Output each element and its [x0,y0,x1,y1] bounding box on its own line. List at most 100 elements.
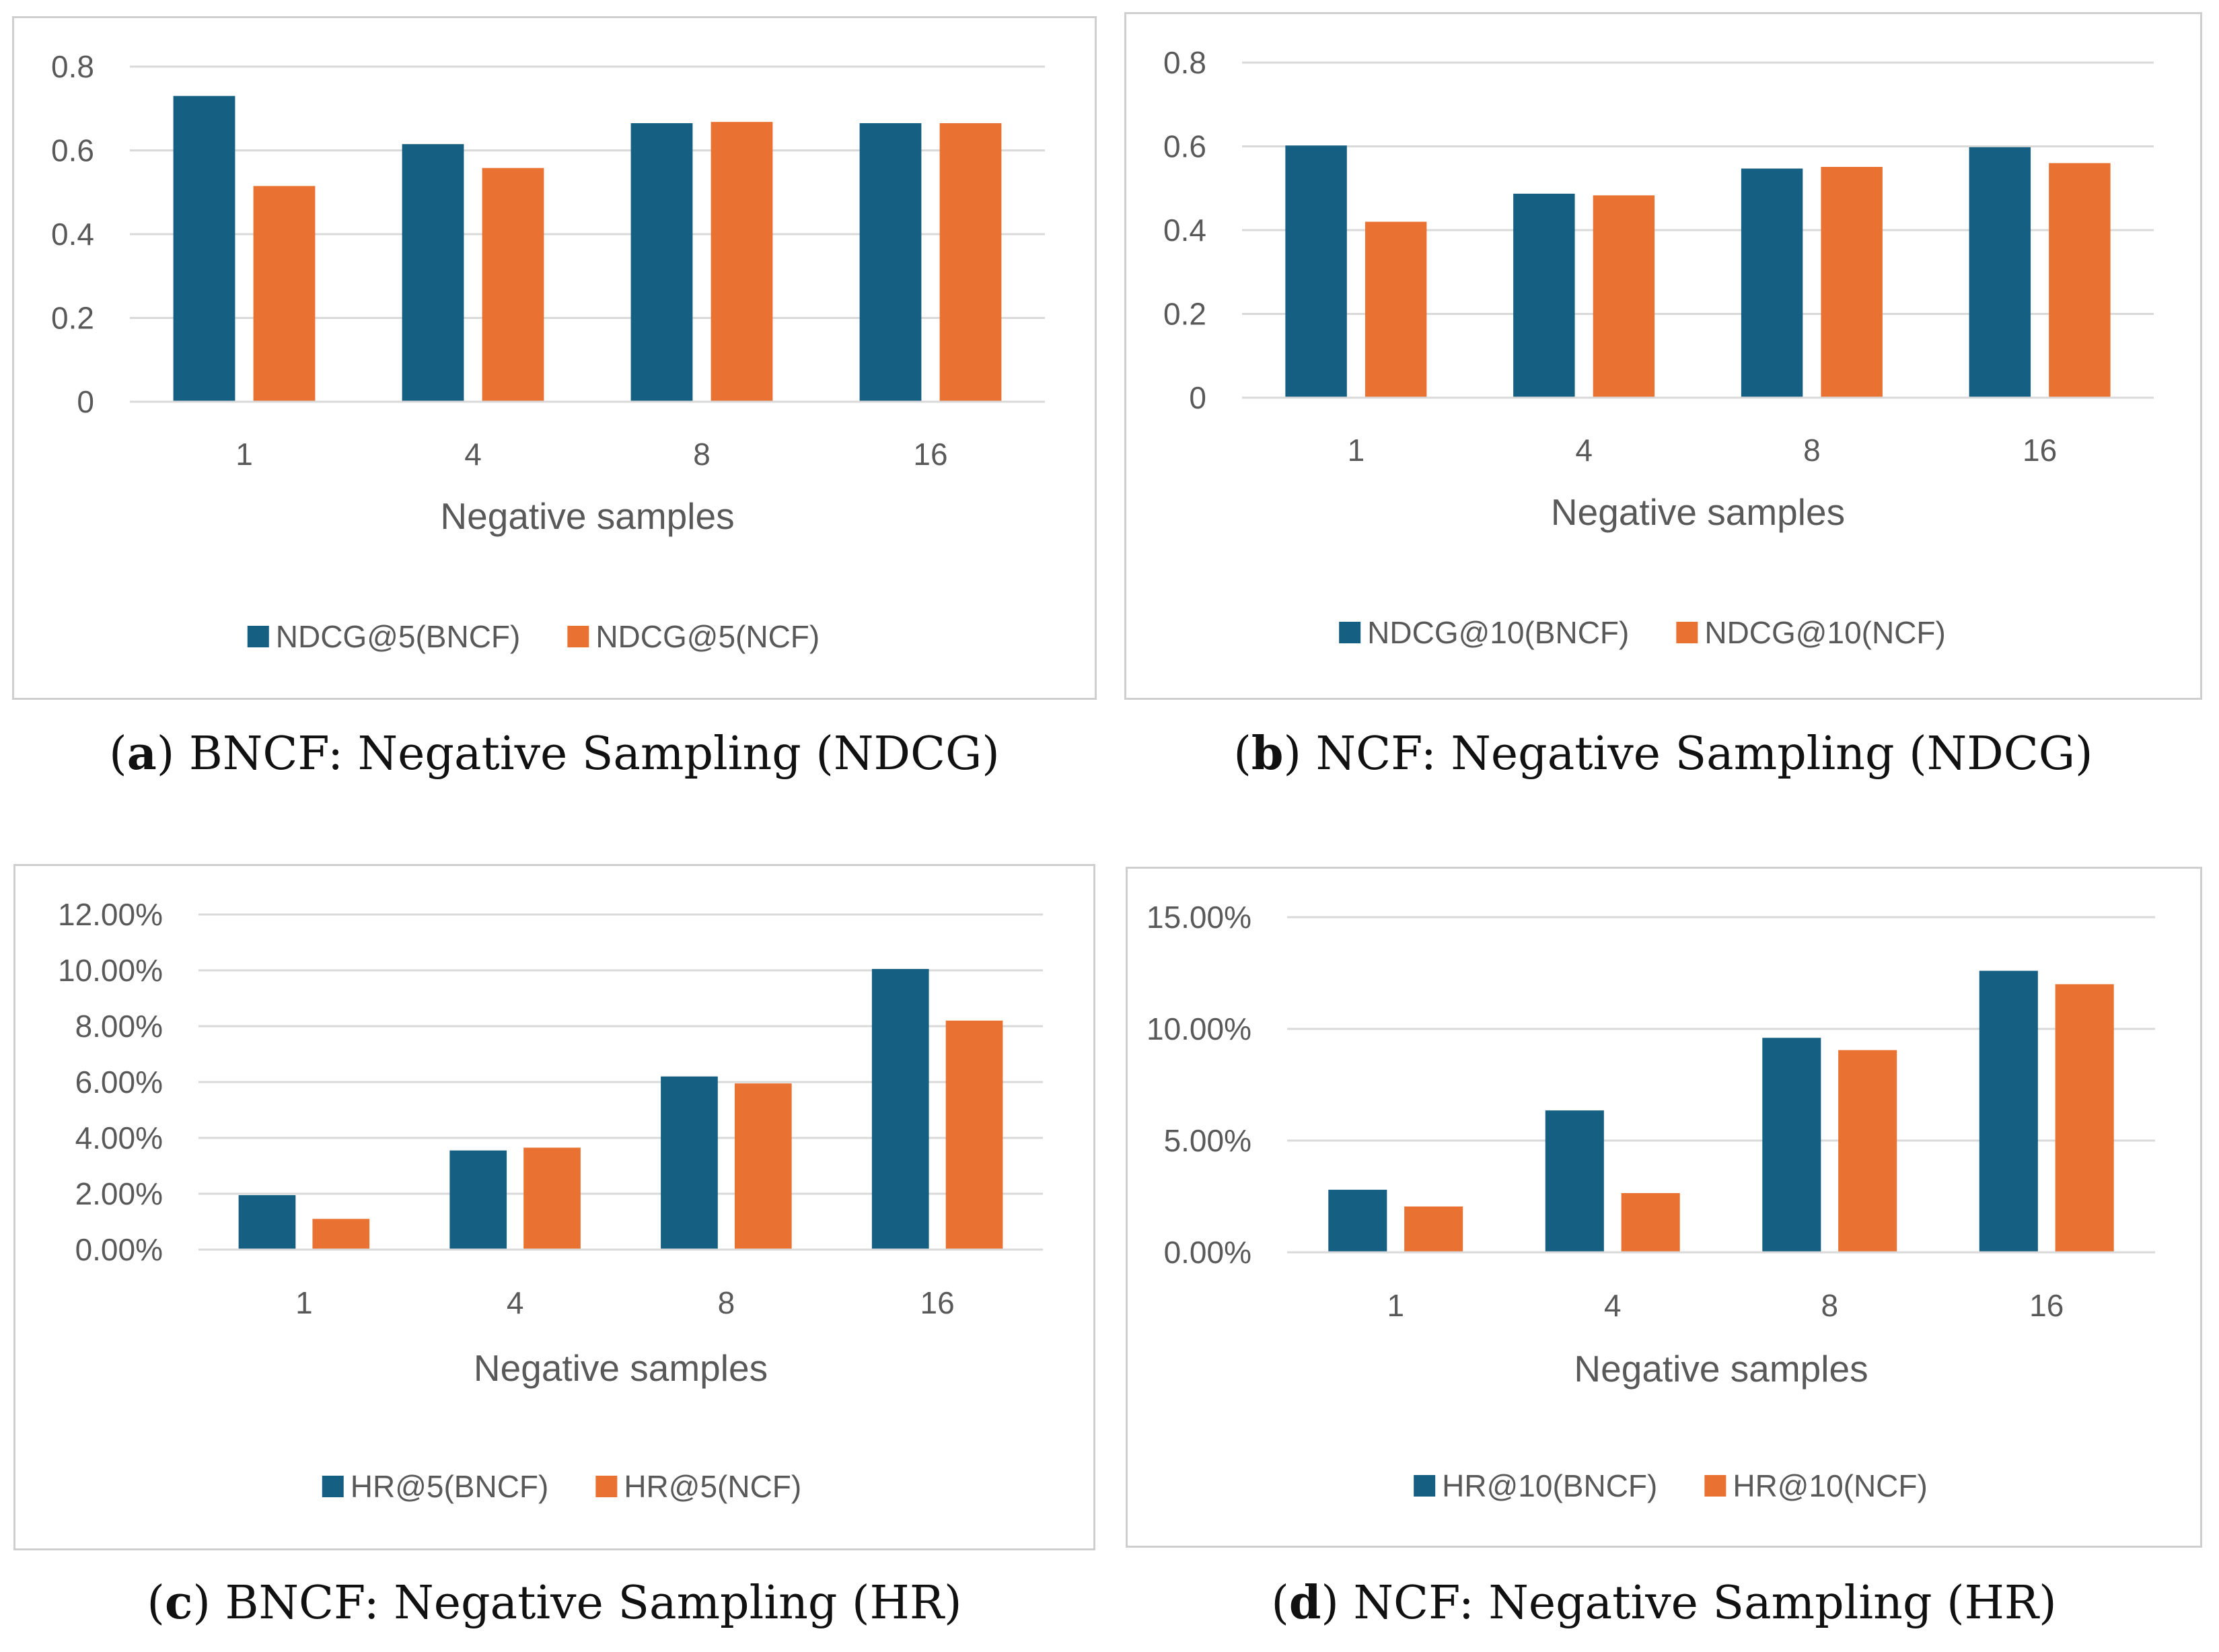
bar-series1 [1741,168,1803,398]
bar-series1 [173,96,235,402]
legend-label: HR@5(BNCF) [351,1469,549,1504]
legend-swatch [1414,1475,1436,1497]
bar-series2 [711,122,773,402]
legend-label: HR@10(BNCF) [1442,1468,1657,1503]
caption-letter: d [1288,1576,1321,1630]
y-tick-label: 15.00% [1147,900,1251,935]
caption-text: NCF: Negative Sampling (NDCG) [1301,727,2093,781]
legend: HR@5(BNCF) HR@5(NCF) [322,1469,801,1504]
legend: NDCG@10(BNCF) NDCG@10(NCF) [1339,615,1946,650]
legend-swatch [1339,622,1361,643]
y-tick-label: 0.4 [51,217,94,252]
x-tick-label: 1 [1348,433,1365,468]
bar-series2 [1621,1193,1680,1252]
y-tick-label: 0.00% [75,1232,163,1267]
x-tick-label: 1 [1387,1288,1404,1323]
x-tick-label: 4 [464,437,482,472]
caption-c: (c) BNCF: Negative Sampling (HR) [147,1576,962,1630]
x-tick-label: 16 [2029,1288,2064,1323]
x-tick-label: 1 [235,437,253,472]
bar-chart-ndcg10: 0 0.2 0.4 0.6 0.8 1 4 8 16 Negative samples NDCG@1… [1163,45,2154,650]
bar-series1 [871,968,929,1250]
bar-chart-hr10: 0.00% 5.00% 10.00% 15.00% 1 4 8 16 Negative samp… [1147,900,2155,1503]
caption-letter: c [164,1576,193,1630]
x-tick-label: 1 [295,1285,313,1320]
y-tick-label: 0.2 [1163,297,1206,332]
caption-letter: a [126,727,157,781]
bar-series2 [1365,221,1427,398]
legend-swatch [567,626,589,647]
bar-series2 [482,168,544,402]
caption-text: BNCF: Negative Sampling (HR) [210,1577,962,1630]
bar-chart-hr5: 0.00% 2.00% 4.00% 6.00% 8.00% 10.00% 12.00% 1 4 8… [58,897,1043,1504]
legend-label: NDCG@10(BNCF) [1367,615,1629,650]
bar-series1 [1513,193,1575,398]
bar-series1 [1328,1190,1387,1252]
x-tick-label: 8 [1803,433,1821,468]
legend: NDCG@5(BNCF) NDCG@5(NCF) [247,619,820,654]
bar-series2 [1593,195,1655,398]
y-tick-label: 8.00% [75,1009,163,1044]
legend-swatch [322,1476,344,1497]
legend-label: NDCG@10(NCF) [1704,615,1945,650]
bar-series2 [523,1147,581,1250]
bar-series1 [1969,147,2031,398]
y-tick-label: 0 [77,384,94,419]
y-tick-label: 0.2 [51,301,94,336]
bar-series2 [945,1020,1003,1250]
legend-label: NDCG@5(NCF) [595,619,820,654]
caption-d: (d) NCF: Negative Sampling (HR) [1271,1576,2057,1630]
bar-series2 [1821,167,1883,398]
legend-label: NDCG@5(BNCF) [276,619,521,654]
y-tick-label: 0.00% [1164,1235,1251,1270]
bar-series1 [238,1195,296,1250]
bar-series1 [661,1076,718,1250]
x-tick-label: 4 [507,1285,524,1320]
bar-series1 [402,144,464,402]
bar-series2 [939,123,1002,402]
x-axis-title: Negative samples [440,495,734,537]
y-tick-label: 0.4 [1163,213,1206,248]
x-axis-title: Negative samples [1574,1348,1868,1390]
bar-series2 [1404,1206,1463,1252]
x-tick-label: 8 [1821,1288,1838,1323]
bar-series1 [1285,145,1347,398]
y-tick-label: 6.00% [75,1065,163,1100]
legend-swatch [247,626,269,647]
x-tick-label: 16 [2023,433,2057,468]
bar-series1 [1545,1110,1604,1252]
y-tick-label: 4.00% [75,1120,163,1155]
bar-chart-ndcg5: 0 0.2 0.4 0.6 0.8 1 4 8 16 Negative samples NDCG@5… [51,49,1045,654]
legend-label: HR@10(NCF) [1733,1468,1927,1503]
chart-panel-d: 0.00% 5.00% 10.00% 15.00% 1 4 8 16 Negative samp… [1126,867,2202,1645]
y-tick-label: 0.6 [1163,129,1206,164]
caption-letter: b [1251,727,1284,781]
bar-series1 [630,123,693,402]
x-tick-label: 16 [913,437,947,472]
y-tick-label: 0.8 [51,49,94,84]
x-tick-label: 4 [1575,433,1593,468]
legend-label: HR@5(NCF) [624,1469,801,1504]
bar-series1 [1762,1038,1821,1252]
bar-series1 [1979,970,2038,1252]
legend-swatch [1704,1475,1726,1497]
bar-series2 [1838,1050,1897,1252]
caption-text: BNCF: Negative Sampling (NDCG) [174,727,1000,781]
bar-series1 [859,123,922,402]
y-tick-label: 2.00% [75,1176,163,1211]
y-tick-label: 5.00% [1164,1123,1251,1158]
bar-series2 [253,186,316,402]
x-tick-label: 16 [920,1285,955,1320]
bar-series2 [312,1219,370,1250]
y-tick-label: 0.8 [1163,45,1206,80]
x-tick-label: 8 [693,437,711,472]
y-tick-label: 10.00% [58,953,163,988]
y-tick-label: 0 [1189,380,1206,415]
caption-a: (a) BNCF: Negative Sampling (NDCG) [109,727,1000,781]
bar-series2 [2055,984,2114,1252]
bar-series2 [2049,163,2111,398]
y-tick-label: 0.6 [51,133,94,168]
chart-panel-b: 0 0.2 0.4 0.6 0.8 1 4 8 16 Negative samples NDCG@1… [1124,12,2202,797]
x-axis-title: Negative samples [474,1347,768,1389]
x-tick-label: 8 [718,1285,735,1320]
